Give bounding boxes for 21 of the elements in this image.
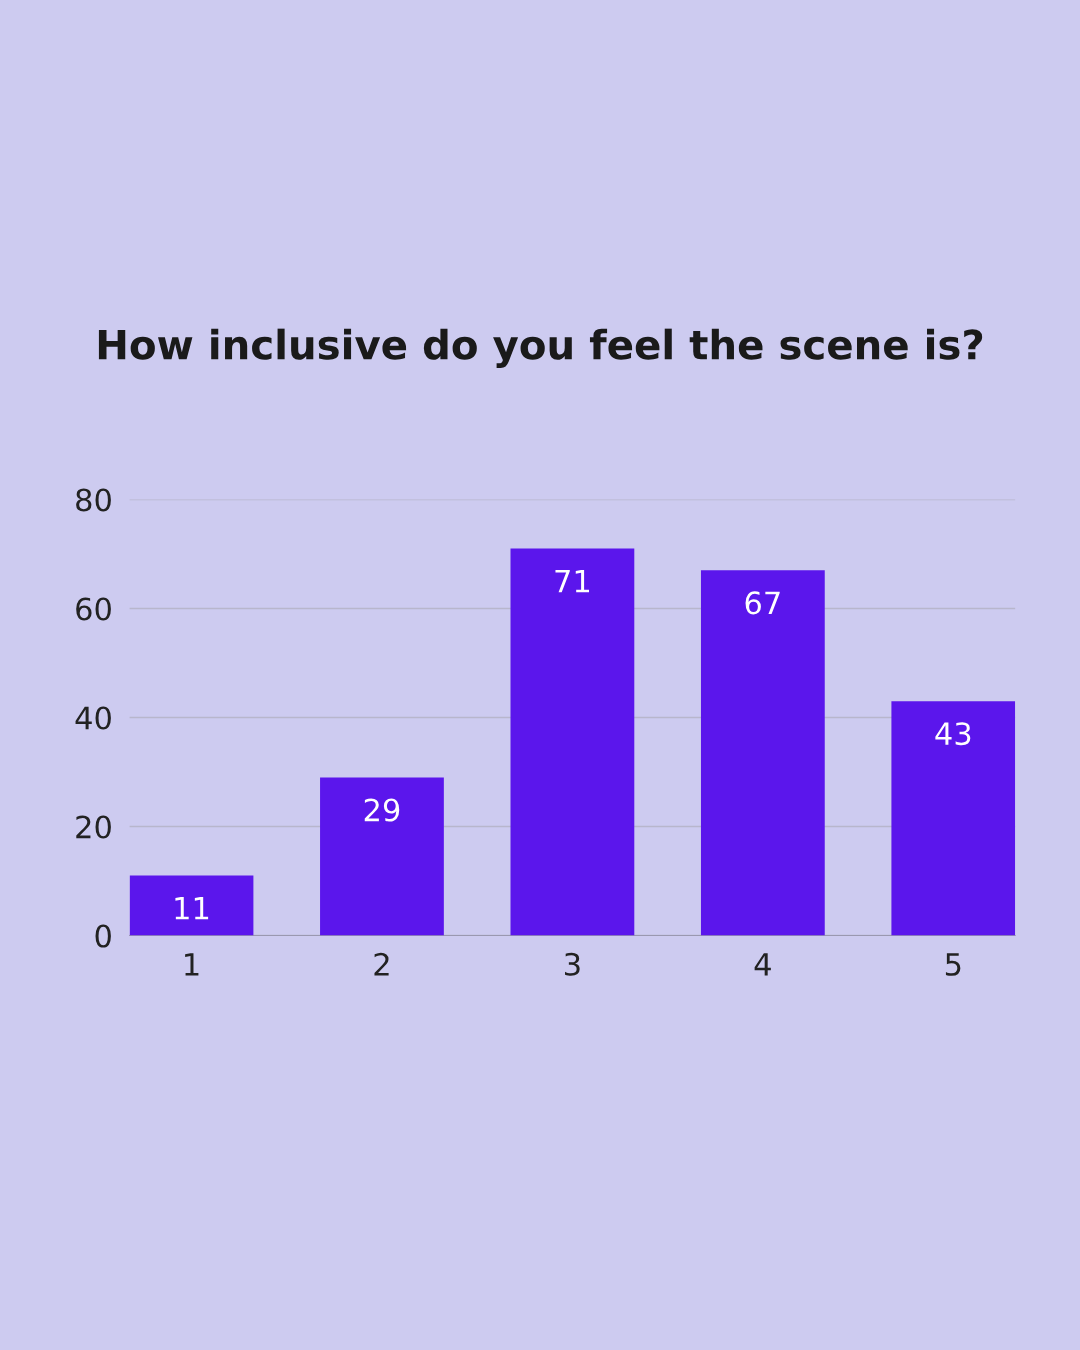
- x-tick-label: 3: [565, 952, 580, 976]
- data-label: 43: [935, 722, 971, 746]
- data-label: 71: [555, 569, 590, 593]
- data-label: 67: [745, 591, 780, 615]
- data-label: 11: [175, 896, 209, 920]
- bar: [320, 777, 444, 936]
- bar: [700, 570, 825, 936]
- data-label: 29: [364, 798, 400, 822]
- x-tick-label: 5: [945, 953, 961, 976]
- y-tick-label: 80: [76, 488, 111, 512]
- y-tick-label: 20: [76, 815, 111, 839]
- x-tick-label: 4: [754, 953, 771, 976]
- bar: [510, 548, 635, 936]
- y-tick-label: 0: [95, 924, 111, 948]
- chart-title: How inclusive do you feel the scene is?: [98, 328, 983, 368]
- bar: [891, 701, 1016, 936]
- bar: [129, 875, 254, 936]
- y-tick-label: 40: [75, 706, 111, 730]
- y-tick-label: 60: [76, 597, 111, 621]
- x-tick-label: 1: [185, 953, 199, 976]
- x-tick-label: 2: [374, 952, 389, 976]
